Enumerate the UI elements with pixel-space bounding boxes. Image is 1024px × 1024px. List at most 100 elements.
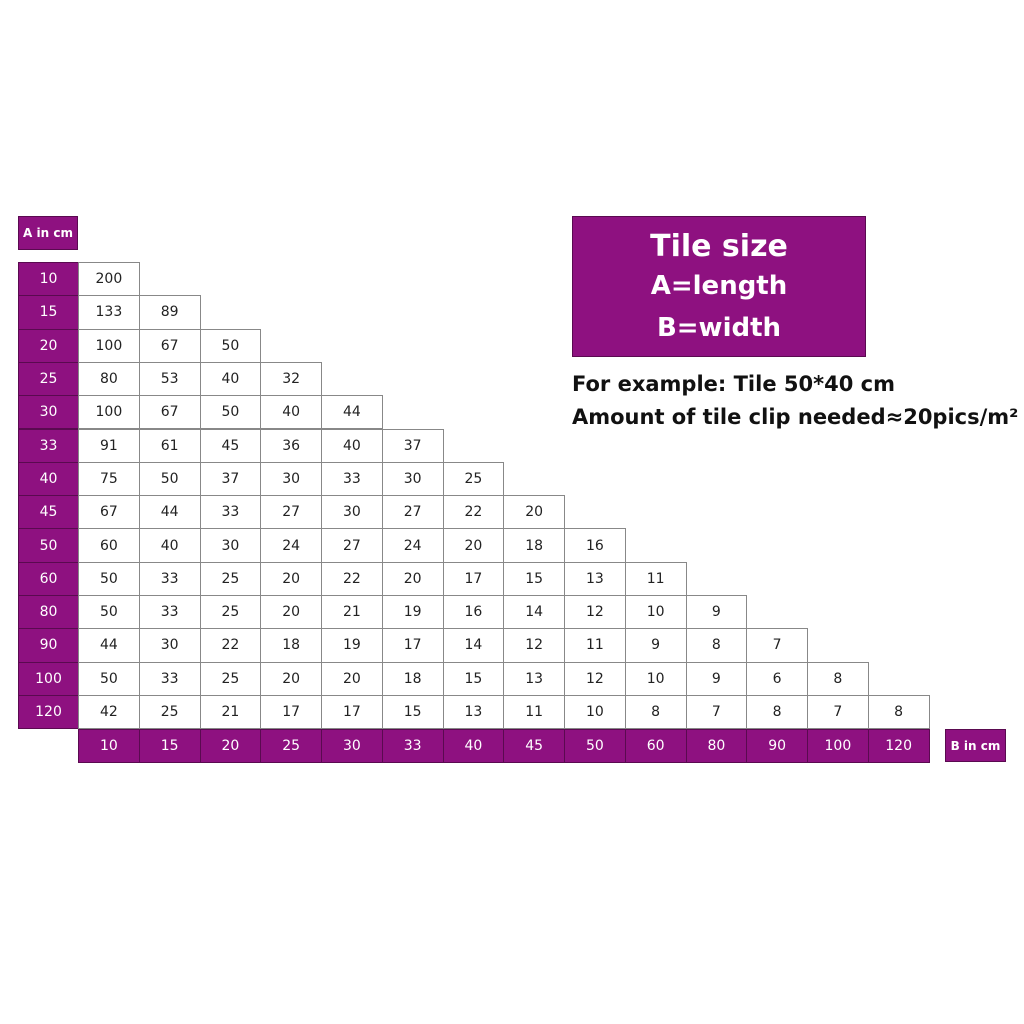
col-header: 25	[260, 729, 322, 764]
table-cell: 89	[138, 295, 201, 330]
table-cell: 33	[138, 661, 201, 696]
table-cell: 14	[442, 628, 505, 663]
table-cell: 36	[260, 428, 322, 463]
table-cell: 12	[564, 595, 626, 630]
table-cell: 40	[260, 395, 322, 430]
table-cell: 16	[564, 528, 626, 563]
col-header: 15	[138, 729, 201, 764]
row-header: 50	[18, 528, 79, 563]
legend-a-definition: A=length	[650, 271, 788, 301]
table-cell: 25	[199, 661, 262, 696]
row-header: 25	[18, 361, 79, 397]
table-cell: 8	[867, 694, 930, 730]
table-cell: 50	[199, 328, 262, 363]
table-cell: 17	[321, 694, 383, 730]
table-cell: 6	[746, 661, 808, 696]
table-cell: 21	[199, 694, 262, 730]
col-header: 100	[807, 729, 869, 764]
table-cell: 67	[78, 495, 140, 530]
table-cell: 17	[381, 628, 444, 663]
table-cell: 133	[78, 295, 140, 330]
table-cell: 100	[78, 328, 140, 363]
table-cell: 20	[321, 661, 383, 696]
table-cell: 67	[138, 328, 201, 363]
col-header: 30	[321, 729, 383, 764]
table-cell: 40	[199, 361, 262, 397]
table-cell: 10	[624, 595, 687, 630]
row-header: 90	[18, 628, 79, 663]
table-cell: 27	[381, 495, 444, 530]
col-header: 90	[746, 729, 808, 764]
legend-b-definition: B=width	[656, 313, 782, 343]
table-cell: 18	[503, 528, 565, 563]
table-cell: 32	[260, 361, 322, 397]
table-cell: 30	[321, 495, 383, 530]
table-cell: 9	[624, 628, 687, 663]
row-header: 33	[18, 428, 79, 463]
col-header: 50	[564, 729, 626, 764]
example-line-1: For example: Tile 50*40 cm	[572, 372, 895, 396]
table-cell: 11	[624, 561, 687, 596]
table-cell: 20	[260, 595, 322, 630]
table-cell: 37	[381, 428, 444, 463]
table-cell: 50	[78, 561, 140, 596]
col-axis-label: B in cm	[945, 729, 1006, 762]
table-cell: 80	[78, 361, 140, 397]
table-cell: 42	[78, 694, 140, 730]
table-cell: 33	[138, 561, 201, 596]
table-cell: 11	[503, 694, 565, 730]
table-cell: 8	[685, 628, 748, 663]
table-cell: 9	[685, 661, 748, 696]
table-cell: 19	[381, 595, 444, 630]
table-cell: 25	[138, 694, 201, 730]
table-cell: 22	[321, 561, 383, 596]
row-header: 80	[18, 595, 79, 630]
col-header: 120	[867, 729, 930, 764]
table-cell: 75	[78, 461, 140, 497]
table-cell: 17	[442, 561, 505, 596]
table-cell: 45	[199, 428, 262, 463]
table-cell: 27	[260, 495, 322, 530]
table-cell: 15	[442, 661, 505, 696]
table-cell: 67	[138, 395, 201, 430]
table-cell: 100	[78, 395, 140, 430]
table-cell: 13	[503, 661, 565, 696]
legend-title: Tile size	[650, 229, 788, 264]
table-cell: 20	[260, 661, 322, 696]
row-header: 45	[18, 495, 79, 530]
table-cell: 50	[138, 461, 201, 497]
table-cell: 50	[78, 595, 140, 630]
table-cell: 30	[199, 528, 262, 563]
row-header: 30	[18, 395, 79, 430]
tile-size-legend: Tile size A=length B=width	[572, 216, 866, 357]
table-cell: 20	[381, 561, 444, 596]
example-line-2: Amount of tile clip needed≈20pics/m²	[572, 405, 1019, 429]
table-cell: 18	[381, 661, 444, 696]
table-cell: 11	[564, 628, 626, 663]
table-cell: 33	[199, 495, 262, 530]
table-cell: 200	[78, 262, 140, 297]
row-header: 60	[18, 561, 79, 596]
table-cell: 25	[442, 461, 505, 497]
table-cell: 37	[199, 461, 262, 497]
table-cell: 44	[321, 395, 383, 430]
table-cell: 10	[564, 694, 626, 730]
table-cell: 33	[321, 461, 383, 497]
table-cell: 30	[260, 461, 322, 497]
table-cell: 17	[260, 694, 322, 730]
table-cell: 44	[78, 628, 140, 663]
table-cell: 12	[503, 628, 565, 663]
table-cell: 18	[260, 628, 322, 663]
table-cell: 15	[503, 561, 565, 596]
col-header: 80	[685, 729, 748, 764]
table-cell: 22	[199, 628, 262, 663]
row-header: 20	[18, 328, 79, 363]
table-cell: 21	[321, 595, 383, 630]
col-header: 10	[78, 729, 140, 764]
table-cell: 40	[138, 528, 201, 563]
col-header: 33	[381, 729, 444, 764]
col-header: 40	[442, 729, 505, 764]
table-cell: 7	[746, 628, 808, 663]
table-cell: 91	[78, 428, 140, 463]
table-cell: 27	[321, 528, 383, 563]
